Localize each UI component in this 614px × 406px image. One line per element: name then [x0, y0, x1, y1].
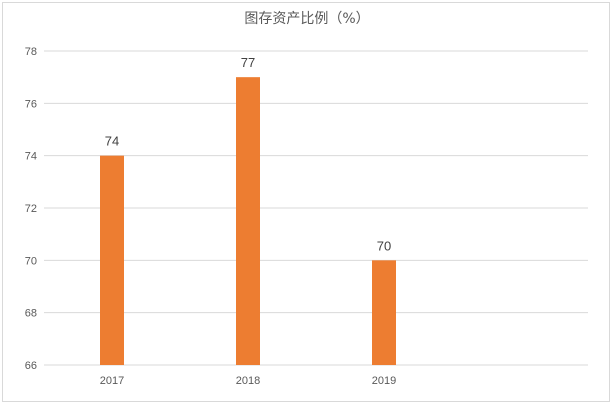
y-tick-label: 70 [25, 255, 37, 267]
data-label: 70 [377, 238, 391, 253]
x-tick-label: 2018 [236, 375, 260, 387]
x-tick-label: 2017 [100, 375, 124, 387]
data-label: 77 [241, 55, 255, 70]
y-tick-label: 78 [25, 46, 37, 58]
y-tick-label: 76 [25, 98, 37, 110]
x-tick-label: 2019 [372, 375, 396, 387]
bar-2018 [236, 77, 260, 366]
y-tick-label: 72 [25, 203, 37, 215]
data-labels: 74 77 70 [105, 55, 391, 253]
data-label: 74 [105, 134, 119, 149]
chart-title: 图存资产比例（%） [244, 11, 370, 27]
y-tick-label: 74 [25, 151, 37, 163]
bar-2017 [100, 155, 124, 365]
x-axis-ticks: 2017 2018 2019 [100, 375, 396, 387]
bars [100, 77, 396, 366]
bar-2019 [372, 260, 396, 365]
y-axis-ticks: 66 68 70 72 74 76 78 [25, 46, 37, 372]
y-tick-label: 66 [25, 360, 37, 372]
gridlines [44, 50, 588, 366]
y-tick-label: 68 [25, 308, 37, 320]
